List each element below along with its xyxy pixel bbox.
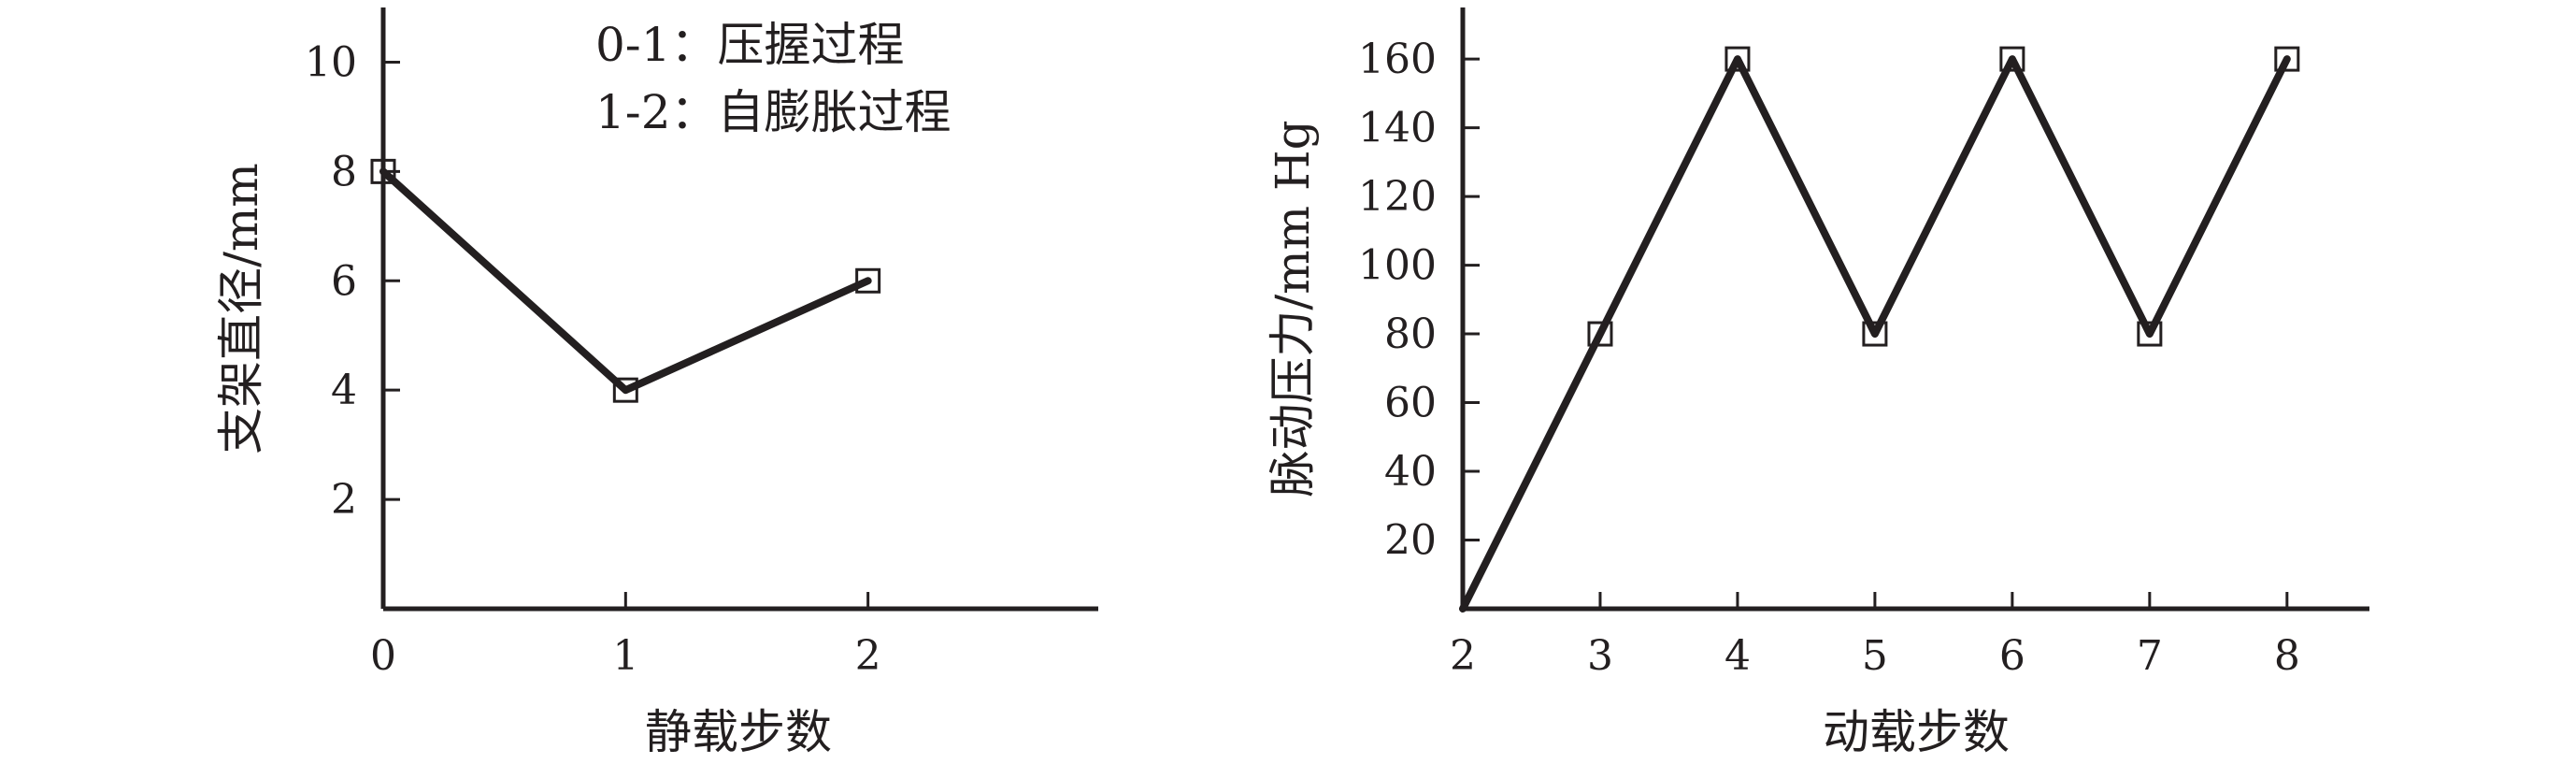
right-x-tick-label: 5 (1862, 632, 1888, 680)
right-x-tick-label: 6 (1999, 632, 2025, 680)
left-y-tick-label: 6 (331, 257, 357, 305)
right-data-point (1999, 46, 2025, 72)
right-data-point (1862, 321, 1888, 347)
left-data-point (612, 377, 638, 403)
right-y-tick-label: 40 (1384, 448, 1437, 496)
left-axes (380, 7, 1098, 612)
right-y-tick-label: 20 (1384, 517, 1437, 565)
right-y-axis-title: 脉动压力/mm Hg (1266, 120, 1320, 497)
right-x-tick-label: 4 (1724, 632, 1751, 680)
left-x-tick-label: 0 (370, 632, 396, 680)
right-ticks: 2 3 4 5 6 7 8 20 40 60 80 100 120 140 160 (1358, 36, 2300, 680)
left-annotation-compression: 0-1：压握过程 (595, 18, 905, 72)
right-data-point (1587, 321, 1613, 347)
left-x-axis-title: 静载步数 (645, 705, 832, 759)
right-series-line (1459, 55, 2291, 613)
left-y-axis-title: 支架直径/mm (214, 163, 268, 454)
right-axes (1460, 7, 2369, 612)
left-markers (370, 158, 881, 403)
right-markers (1587, 46, 2300, 347)
left-y-tick-label: 8 (331, 148, 357, 195)
left-annotation-expansion: 1-2：自膨胀过程 (595, 85, 952, 139)
chart-left-static-load: 0 1 2 2 4 6 8 10 静载步数 支架直径/mm 0-1：压握过程 1-2：自膨胀过… (214, 7, 1098, 759)
left-ticks: 0 1 2 2 4 6 8 10 (305, 38, 881, 680)
right-x-axis-title: 动载步数 (1823, 705, 2010, 759)
right-y-tick-label: 60 (1384, 380, 1437, 427)
left-series-line (379, 167, 872, 395)
left-x-tick-label: 2 (855, 632, 881, 680)
right-data-point (2274, 46, 2300, 72)
left-data-point (855, 267, 881, 294)
right-x-tick-label: 8 (2274, 632, 2300, 680)
right-x-tick-label: 7 (2137, 632, 2163, 680)
right-data-point (1724, 46, 1751, 72)
right-y-tick-label: 100 (1358, 242, 1437, 290)
left-y-tick-label: 4 (331, 367, 357, 414)
left-y-tick-label: 10 (305, 38, 357, 86)
right-x-tick-label: 2 (1450, 632, 1476, 680)
left-data-point (370, 158, 396, 184)
chart-right-dynamic-load: 2 3 4 5 6 7 8 20 40 60 80 100 120 140 160 动载步数 脉动压力/mm… (1266, 7, 2369, 759)
right-y-tick-label: 140 (1358, 105, 1437, 152)
right-y-tick-label: 80 (1384, 310, 1437, 358)
left-y-tick-label: 2 (331, 476, 357, 524)
right-y-tick-label: 120 (1358, 173, 1437, 221)
right-y-tick-label: 160 (1358, 36, 1437, 83)
right-series-polyline (1459, 55, 2291, 613)
left-series-polyline (379, 167, 872, 395)
left-x-tick-label: 1 (612, 632, 638, 680)
right-data-point (2137, 321, 2163, 347)
right-x-tick-label: 3 (1587, 632, 1613, 680)
